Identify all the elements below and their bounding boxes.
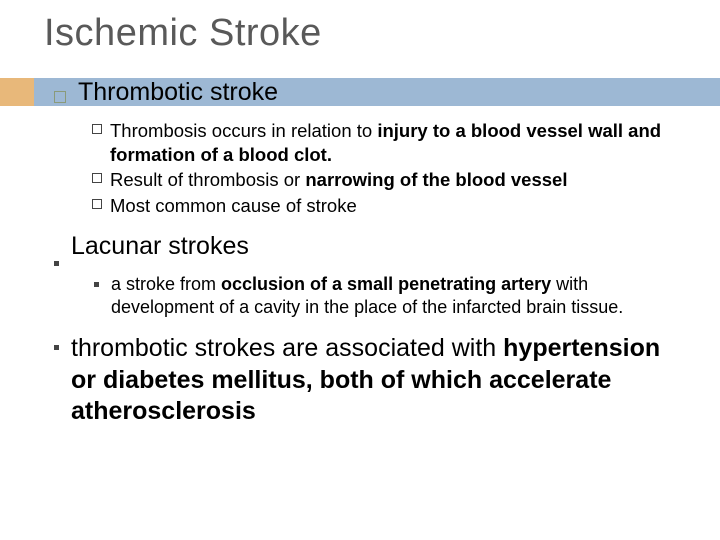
slide-content: Thrombotic stroke Thrombosis occurs in r…: [0, 78, 720, 439]
slide-title: Ischemic Stroke: [0, 0, 720, 69]
text-plain: a stroke from: [111, 274, 221, 294]
list-item-row: Thrombotic stroke: [54, 78, 686, 107]
dot-bullet-icon: [94, 282, 99, 287]
disc-bullet-icon: [54, 261, 59, 266]
sublist-text: Result of thrombosis or narrowing of the…: [110, 168, 567, 192]
sublist-text: Thrombosis occurs in relation to injury …: [110, 119, 686, 166]
sublist: a stroke from occlusion of a small penet…: [94, 273, 686, 320]
text-plain: Most common cause of stroke: [110, 195, 357, 216]
sublist-item: Thrombosis occurs in relation to injury …: [92, 119, 686, 166]
list-item-heading: Thrombotic stroke: [78, 78, 278, 107]
disc-bullet-icon: [54, 345, 59, 350]
sublist: Thrombosis occurs in relation to injury …: [92, 119, 686, 218]
sublist-text: a stroke from occlusion of a small penet…: [111, 273, 686, 320]
list-item: Lacunar strokes a stroke from occlusion …: [54, 232, 686, 320]
square-small-bullet-icon: [92, 124, 102, 134]
list-item: thrombotic strokes are associated with h…: [54, 333, 686, 427]
text-bold: narrowing of the blood vessel: [305, 169, 567, 190]
list-item-row: thrombotic strokes are associated with h…: [54, 333, 686, 427]
sublist-item: Most common cause of stroke: [92, 194, 686, 218]
list-item: Thrombotic stroke Thrombosis occurs in r…: [54, 78, 686, 218]
sublist-text: Most common cause of stroke: [110, 194, 357, 218]
sublist-item: Result of thrombosis or narrowing of the…: [92, 168, 686, 192]
list-item-row: Lacunar strokes: [54, 232, 686, 261]
sublist-item: a stroke from occlusion of a small penet…: [94, 273, 686, 320]
square-small-bullet-icon: [92, 199, 102, 209]
square-small-bullet-icon: [92, 173, 102, 183]
list-item-heading: thrombotic strokes are associated with h…: [71, 333, 686, 427]
list-item-heading: Lacunar strokes: [71, 232, 249, 261]
text-plain: Thrombosis occurs in relation to: [110, 120, 377, 141]
square-bullet-icon: [54, 91, 66, 103]
text-bold: occlusion of a small penetrating artery: [221, 274, 551, 294]
text-plain: thrombotic strokes are associated with: [71, 334, 503, 362]
text-plain: Result of thrombosis or: [110, 169, 305, 190]
